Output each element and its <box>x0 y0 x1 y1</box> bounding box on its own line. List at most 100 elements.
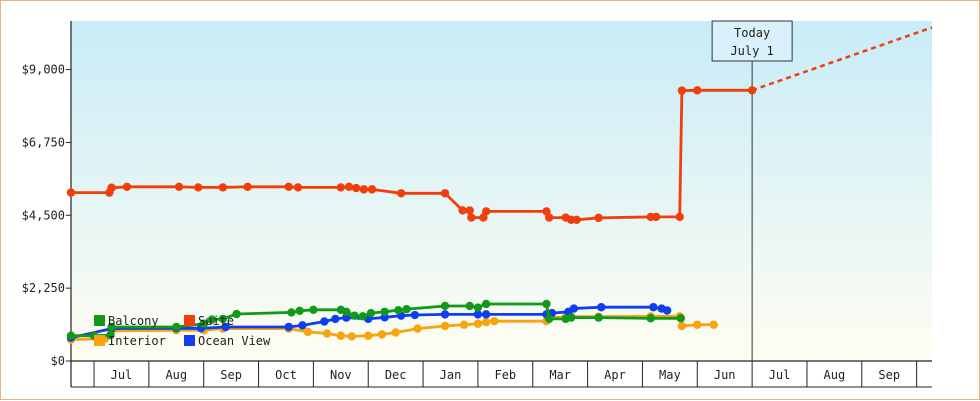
y-tick-label: $9,000 <box>22 63 65 77</box>
series-line-suite <box>71 88 753 222</box>
data-point-interior <box>481 317 491 327</box>
data-point-suite <box>465 206 474 215</box>
legend-swatch-balcony <box>94 315 105 326</box>
x-tick-label: Feb <box>494 368 516 382</box>
data-point-interior <box>364 331 373 340</box>
x-tick-label: Mar <box>549 368 571 382</box>
data-point-suite <box>344 182 354 191</box>
x-tick-label: Aug <box>165 368 187 382</box>
today-label: Today <box>734 26 770 40</box>
data-point-balcony <box>473 303 483 312</box>
data-point-ocean-view <box>440 310 450 319</box>
data-point-balcony <box>676 314 686 323</box>
data-point-suite <box>336 183 346 192</box>
data-point-ocean-view <box>284 322 293 332</box>
x-tick-label: Jul <box>111 368 133 382</box>
y-tick-label: $6,750 <box>22 135 65 149</box>
data-point-ocean-view <box>410 310 420 320</box>
data-point-suite <box>675 212 684 222</box>
data-point-suite <box>194 183 203 192</box>
data-point-interior <box>460 320 469 329</box>
data-point-interior <box>303 327 313 337</box>
data-point-interior <box>391 328 400 337</box>
data-point-balcony <box>232 309 241 319</box>
x-tick-label: Sep <box>878 368 900 382</box>
data-point-suite <box>693 86 702 95</box>
data-point-interior <box>709 320 718 329</box>
data-point-interior <box>473 319 483 328</box>
data-point-suite <box>545 213 554 222</box>
data-point-suite <box>359 185 369 194</box>
data-point-balcony <box>342 307 351 316</box>
data-point-ocean-view <box>342 313 351 322</box>
data-point-suite <box>651 212 661 222</box>
data-point-suite <box>467 213 476 222</box>
data-point-suite <box>572 215 581 225</box>
legend-label-balcony: Balcony <box>108 314 159 328</box>
data-point-suite <box>367 185 377 194</box>
legend-swatch-interior <box>94 335 105 346</box>
x-tick-label: Sep <box>220 368 242 382</box>
data-point-balcony <box>646 314 655 323</box>
data-point-interior <box>490 316 499 326</box>
y-tick-label: $2,250 <box>22 281 65 295</box>
data-point-suite <box>284 182 293 191</box>
data-point-balcony <box>207 315 217 324</box>
data-point-ocean-view <box>331 314 340 324</box>
y-tick-label: $0 <box>51 354 65 368</box>
data-point-ocean-view <box>649 303 658 312</box>
data-point-balcony <box>566 313 576 322</box>
x-tick-label: Jan <box>440 368 462 382</box>
data-point-suite <box>218 183 228 192</box>
today-box <box>711 20 793 62</box>
data-point-ocean-view <box>481 310 491 319</box>
data-point-balcony <box>358 312 367 321</box>
data-point-interior <box>336 331 346 340</box>
data-point-ocean-view <box>221 322 230 332</box>
data-point-balcony <box>481 299 491 309</box>
data-point-balcony <box>542 299 551 309</box>
data-point-interior <box>347 332 356 341</box>
data-point-interior <box>677 321 687 331</box>
data-point-interior <box>413 324 422 333</box>
legend-label-suite: Suite <box>198 314 234 328</box>
x-tick-label: Jul <box>769 368 791 382</box>
data-point-suite <box>396 189 406 198</box>
y-tick-label: $4,500 <box>22 208 65 222</box>
data-point-suite <box>174 182 184 191</box>
data-point-suite <box>440 189 450 198</box>
data-point-balcony <box>107 322 116 332</box>
data-point-balcony <box>402 304 411 314</box>
data-point-suite <box>351 183 361 193</box>
data-point-balcony <box>545 314 554 324</box>
legend-swatch-ocean-view <box>184 335 195 346</box>
data-point-suite <box>458 206 467 215</box>
data-point-ocean-view <box>569 304 579 313</box>
x-tick-label: Dec <box>385 368 407 382</box>
data-point-suite <box>293 183 303 192</box>
x-tick-label: May <box>659 368 681 382</box>
data-point-balcony <box>309 305 318 315</box>
data-point-balcony <box>295 306 304 316</box>
data-point-ocean-view <box>597 303 606 312</box>
data-point-ocean-view <box>298 321 307 330</box>
data-point-balcony <box>287 308 296 317</box>
data-point-ocean-view <box>320 317 329 326</box>
x-tick-label: Jun <box>714 368 736 382</box>
data-point-balcony <box>394 305 403 315</box>
data-point-interior <box>377 330 387 339</box>
data-point-suite <box>122 182 132 191</box>
data-point-balcony <box>218 314 228 324</box>
data-point-balcony <box>380 307 389 316</box>
x-tick-label: Oct <box>275 368 297 382</box>
data-point-suite <box>66 188 76 197</box>
data-point-balcony <box>199 319 208 328</box>
data-point-balcony <box>66 331 76 340</box>
data-point-balcony <box>440 301 450 311</box>
data-point-balcony <box>594 313 603 322</box>
today-date-label: July 1 <box>730 44 773 58</box>
x-tick-label: Apr <box>604 368 626 382</box>
legend-label-interior: Interior <box>108 334 166 348</box>
